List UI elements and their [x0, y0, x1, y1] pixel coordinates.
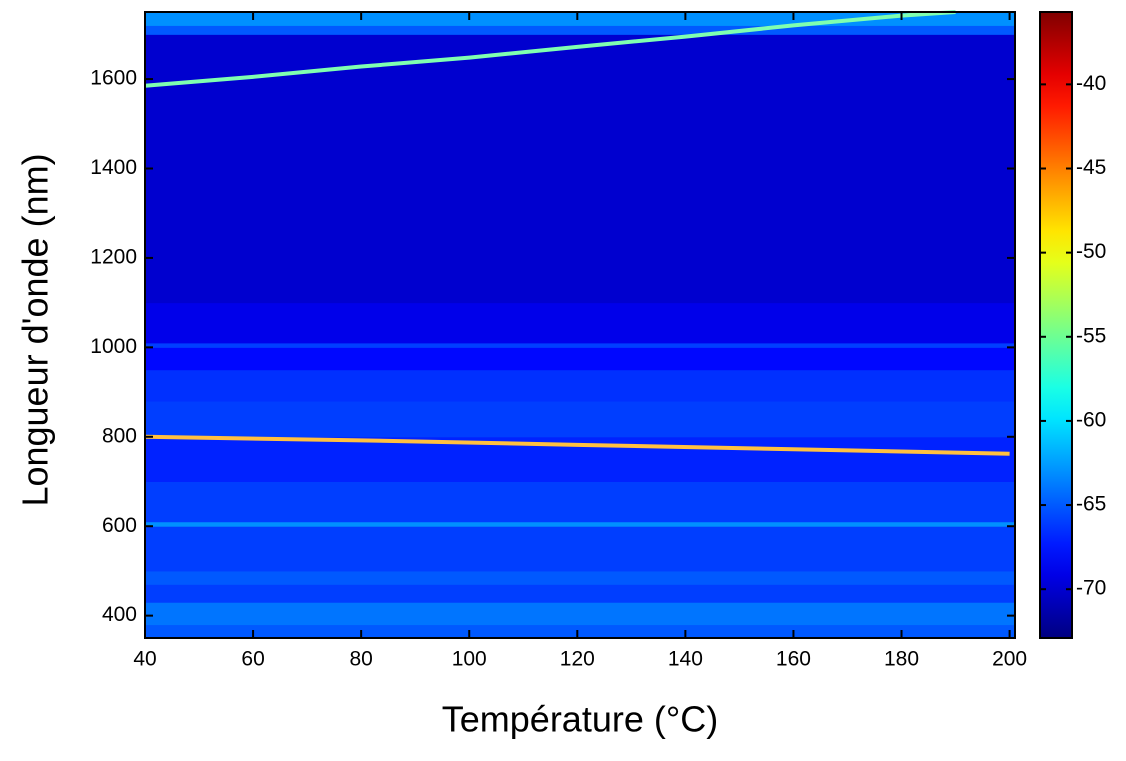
x-tick-label: 60 — [241, 648, 264, 671]
x-tick-label: 40 — [133, 648, 156, 671]
peak-line — [144, 434, 1010, 456]
y-tick-label: 1400 — [90, 156, 137, 179]
x-tick-label: 80 — [349, 648, 372, 671]
x-axis-label: Température (°C) — [442, 699, 718, 740]
colorbar — [1039, 11, 1073, 639]
x-tick-label: 100 — [452, 648, 487, 671]
heat-band — [145, 584, 1015, 603]
colorbar-tick-label: -55 — [1076, 324, 1106, 347]
y-tick-label: 1200 — [90, 245, 137, 268]
y-tick-label: 600 — [102, 514, 137, 537]
heat-band — [145, 12, 1015, 26]
heat-band — [145, 369, 1015, 402]
heat-band — [145, 34, 1015, 304]
heat-band — [145, 624, 1015, 639]
heat-band — [145, 347, 1015, 371]
heat-band — [145, 481, 1015, 523]
x-tick-label: 140 — [668, 648, 703, 671]
colorbar-tick-label: -65 — [1076, 493, 1106, 516]
colorbar-tick-label: -50 — [1076, 240, 1106, 263]
heat-band — [145, 521, 1015, 527]
x-tick-label: 120 — [560, 648, 595, 671]
x-tick-label: 180 — [884, 648, 919, 671]
y-axis-label: Longueur d'onde (nm) — [15, 153, 56, 506]
x-tick-label: 200 — [992, 648, 1027, 671]
heat-band — [145, 526, 1015, 572]
y-tick-label: 1000 — [90, 335, 137, 358]
heat-band — [145, 401, 1015, 438]
colorbar-tick-label: -45 — [1076, 156, 1106, 179]
heat-band — [145, 570, 1015, 585]
colorbar-tick-label: -60 — [1076, 408, 1106, 431]
heat-band — [145, 342, 1015, 348]
x-tick-label: 160 — [776, 648, 811, 671]
y-tick-label: 400 — [102, 603, 137, 626]
y-tick-label: 1600 — [90, 67, 137, 90]
colorbar-tick-label: -40 — [1076, 72, 1106, 95]
heat-band — [145, 25, 1015, 35]
plot-frame — [144, 11, 1016, 639]
heat-band — [145, 302, 1015, 344]
y-tick-label: 800 — [102, 424, 137, 447]
heat-band — [145, 602, 1015, 626]
peak-line — [144, 10, 956, 88]
colorbar-tick-label: -70 — [1076, 577, 1106, 600]
